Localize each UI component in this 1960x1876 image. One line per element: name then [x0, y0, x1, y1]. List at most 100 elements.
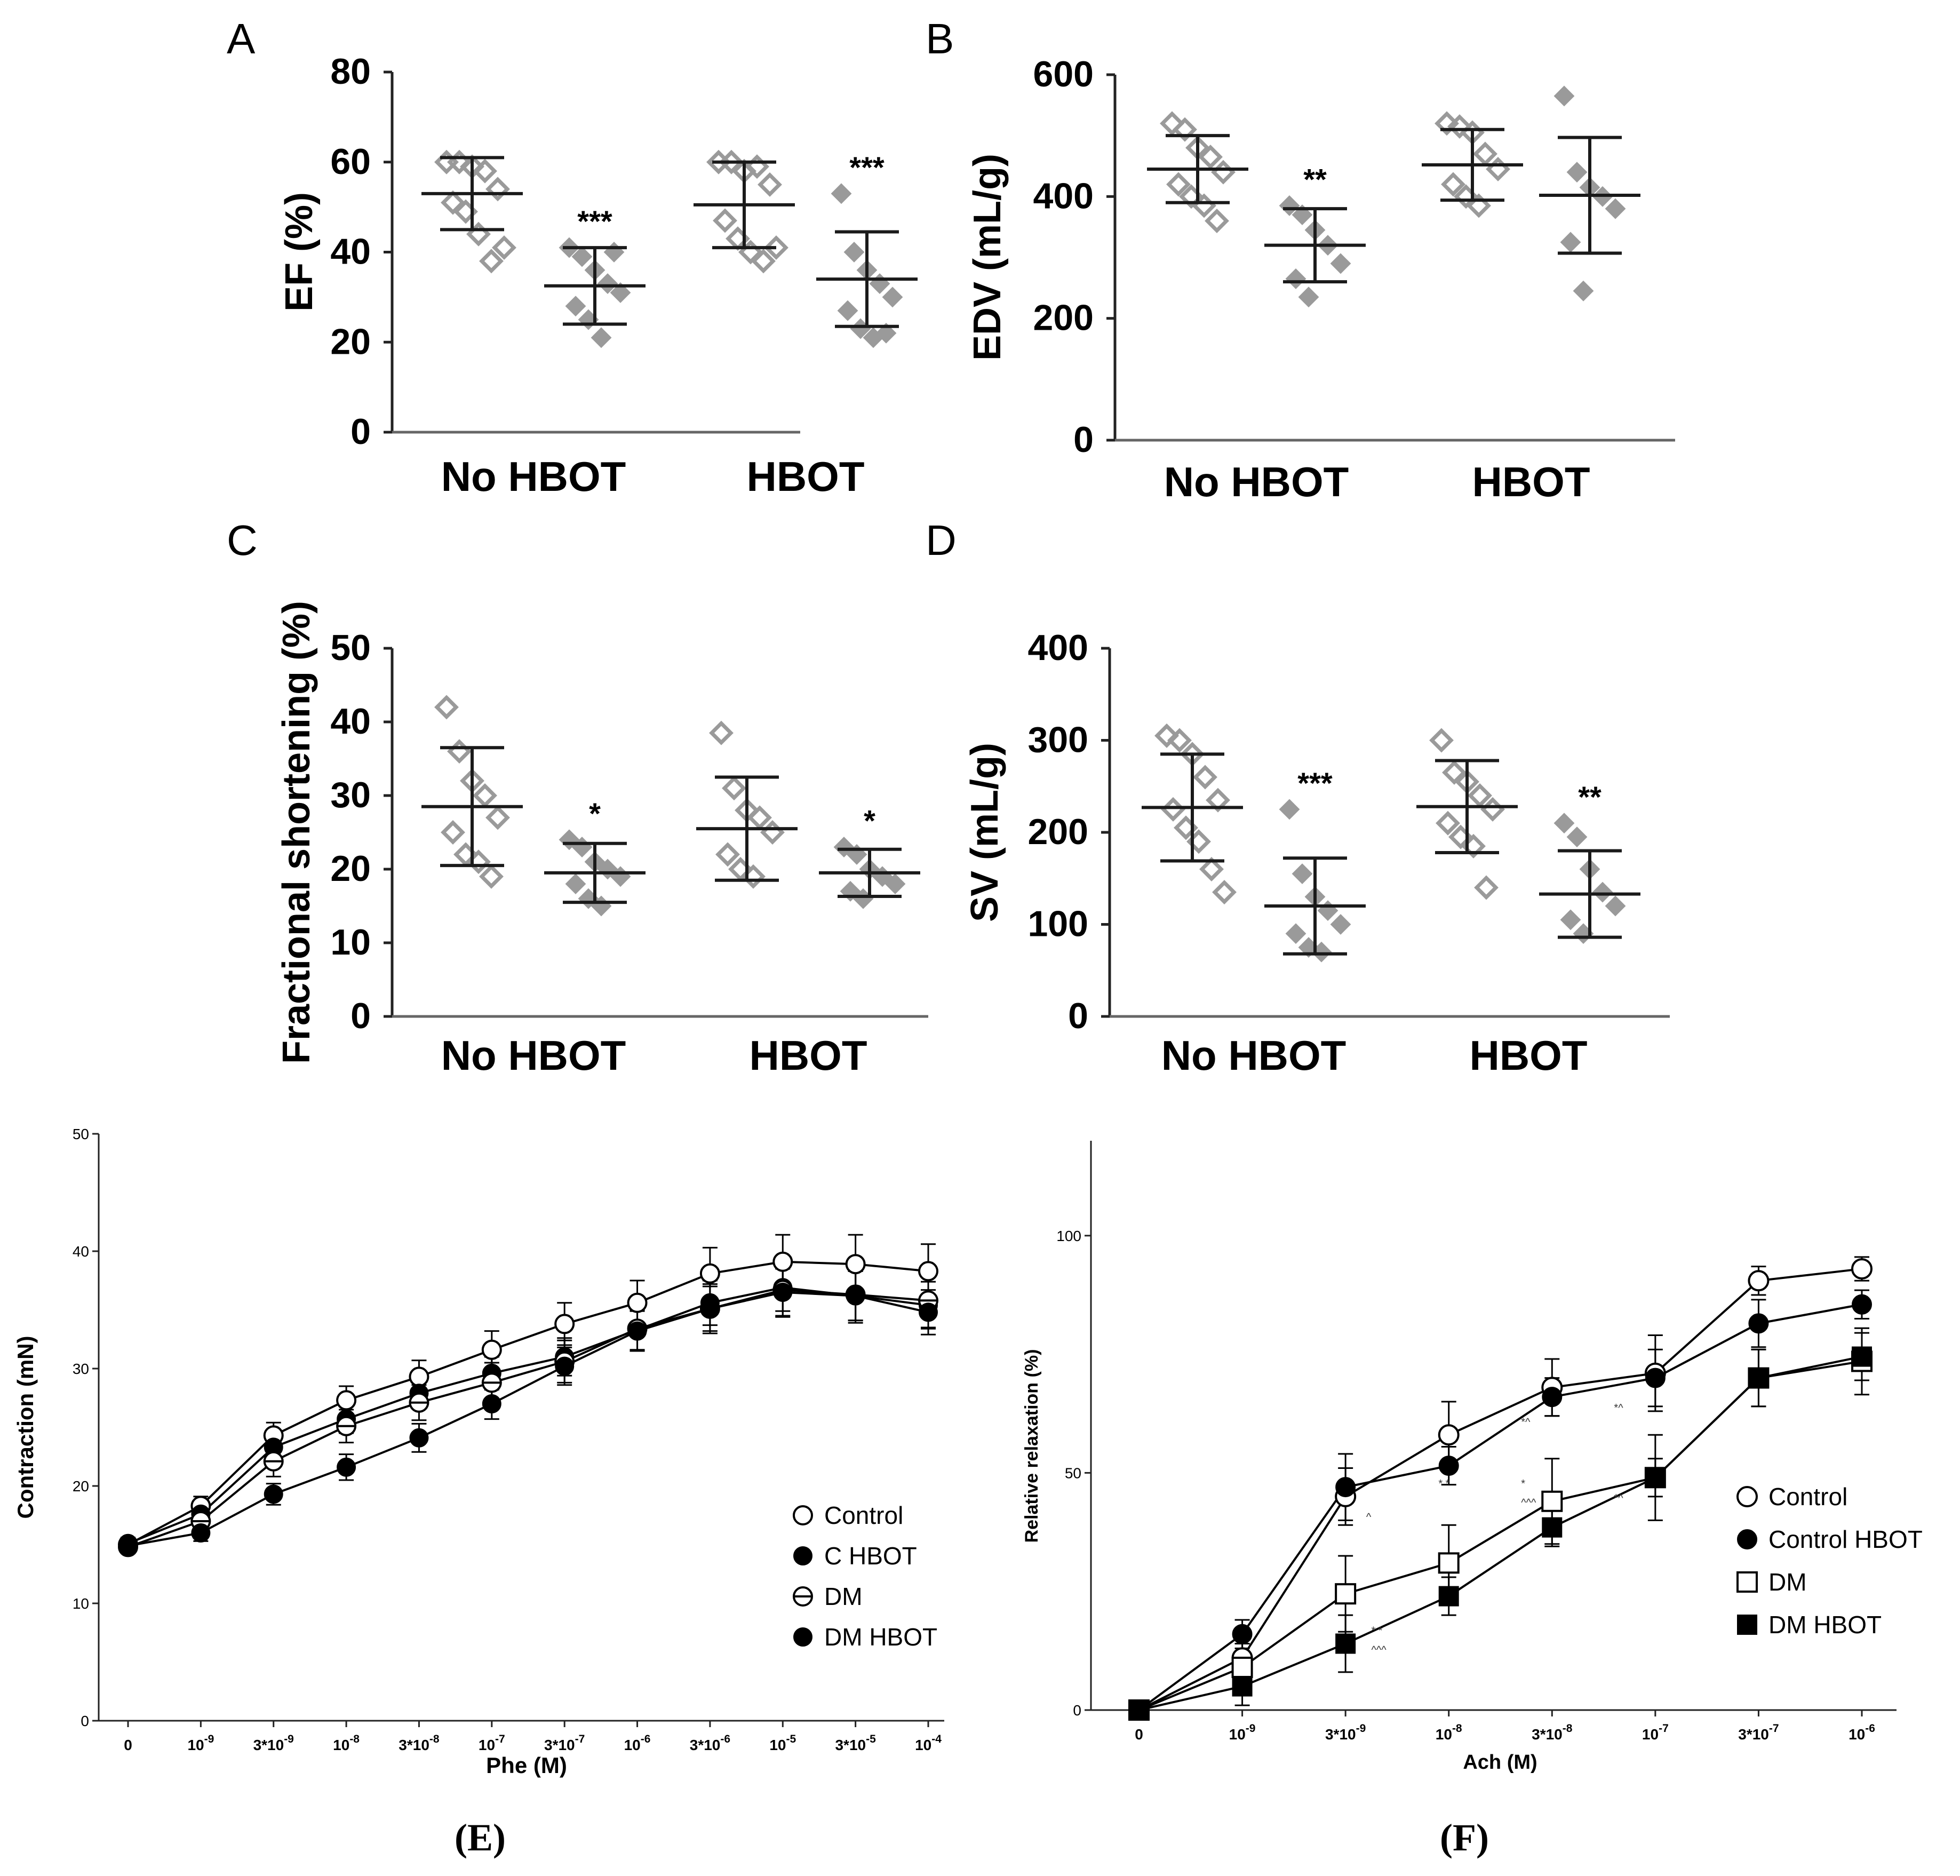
y-tick-label: 50	[330, 627, 371, 668]
x-tick-label: 3*10-6	[690, 1733, 730, 1753]
data-point-filled	[565, 296, 586, 317]
data-point-filled	[869, 273, 890, 294]
x-tick-label: 10-6	[624, 1733, 651, 1753]
series-line	[128, 1291, 929, 1547]
legend-label: DM	[824, 1583, 863, 1610]
data-point-filled	[1298, 287, 1319, 308]
marker-open-circle	[627, 1292, 648, 1313]
series-line	[1138, 1303, 1862, 1711]
y-tick-label: 400	[1033, 176, 1094, 216]
data-point-open	[1167, 728, 1192, 753]
y-axis-label: EDV (mL/g)	[966, 154, 1009, 361]
significance-annotation: ^^^	[1521, 1497, 1536, 1509]
x-group-label: No HBOT	[1161, 1032, 1346, 1079]
x-tick-label: 10-7	[1642, 1722, 1669, 1743]
marker-open-square	[1438, 1552, 1460, 1574]
data-point-filled	[610, 282, 631, 303]
marker-open-circle	[1736, 1486, 1758, 1507]
data-point-open	[485, 805, 510, 830]
data-point-filled	[603, 242, 625, 263]
y-tick-label: 0	[1073, 1702, 1081, 1719]
marker-filled-circle	[1335, 1477, 1356, 1498]
marker-filled-circle	[919, 1302, 938, 1322]
data-point-filled	[1279, 799, 1300, 820]
data-point-open	[479, 249, 504, 274]
data-point-filled	[1605, 198, 1626, 219]
data-point-filled	[1330, 253, 1351, 274]
chart-fractional-shortening: 0 10 20 30 40 50 Fractional shortening (%) No H…	[275, 601, 928, 1079]
marker-filled-circle	[409, 1428, 429, 1448]
significance-annotation: *	[1521, 1478, 1525, 1490]
legend-label: DM	[1768, 1568, 1807, 1596]
marker-filled-circle	[1438, 1456, 1459, 1476]
data-point-open	[1154, 723, 1179, 748]
data-point-filled	[1605, 895, 1626, 917]
data-point-open	[764, 235, 788, 260]
x-group-label: No HBOT	[441, 453, 626, 500]
x-tick-label: 3*10-8	[399, 1733, 440, 1753]
data-point-open	[1211, 160, 1236, 185]
marker-filled-circle	[1645, 1368, 1666, 1388]
data-point-filled	[1285, 268, 1306, 289]
data-point-open	[434, 149, 459, 174]
x-group-label: HBOT	[1472, 458, 1590, 505]
marker-open-circle	[1851, 1258, 1873, 1280]
significance-label: ***	[849, 150, 885, 184]
x-tick-label: 3*10-7	[544, 1733, 585, 1753]
panel-letter-c: C	[227, 516, 258, 564]
marker-filled-circle	[846, 1286, 865, 1306]
significance-annotation: ^	[1366, 1511, 1372, 1523]
x-tick-label: 0	[1135, 1726, 1143, 1743]
y-tick-label: 0	[1068, 996, 1088, 1036]
marker-filled-circle	[773, 1283, 793, 1302]
y-axis-label: EF (%)	[278, 192, 321, 312]
marker-filled-circle	[555, 1356, 575, 1376]
chart-ef: 0 20 40 60 80 EF (%) No HBOT HBOT *** ***	[278, 51, 918, 500]
data-point-filled	[1566, 826, 1588, 848]
x-tick-label: 3*10-7	[1738, 1722, 1779, 1743]
data-point-filled	[565, 873, 586, 895]
data-point-open	[1161, 797, 1185, 822]
data-point-open	[485, 177, 510, 202]
data-point-filled	[1285, 923, 1306, 944]
y-axis-label: Fractional shortening (%)	[275, 601, 318, 1064]
legend-label: DM HBOT	[1768, 1611, 1882, 1639]
data-point-open	[1442, 760, 1467, 785]
marker-open-square	[1736, 1571, 1758, 1593]
data-point-open	[715, 842, 740, 867]
x-axis-label: Ach (M)	[1463, 1751, 1537, 1774]
data-point-open	[1441, 172, 1465, 197]
data-point-open	[434, 695, 459, 720]
data-point-open	[1474, 875, 1499, 900]
data-point-open	[1198, 145, 1223, 170]
y-tick-label: 0	[350, 411, 371, 452]
data-point-open	[473, 783, 497, 808]
marker-open-square	[1231, 1656, 1253, 1678]
x-tick-label: 10-9	[1229, 1722, 1256, 1743]
y-tick-label: 80	[330, 51, 371, 92]
y-tick-label: 0	[81, 1713, 89, 1729]
significance-label: *	[589, 797, 601, 830]
marker-open-circle	[409, 1366, 429, 1387]
y-axis-label: Relative relaxation (%)	[1022, 1349, 1042, 1543]
data-point-open	[1480, 797, 1505, 822]
marker-filled-circle	[118, 1536, 138, 1556]
chart-contraction: 0 10 20 30 40 50 0 10-9 3*10-9 10-8 3*10-8 10-7 3*10…	[13, 1126, 944, 1778]
x-group-label: HBOT	[750, 1032, 867, 1079]
data-point-open	[751, 249, 776, 274]
marker-open-circle	[1748, 1270, 1770, 1292]
data-point-open	[1166, 172, 1191, 197]
chart-relaxation: 0 50 100 0 10-9 3*10-9 10-8 3*10-8 10-7 3*10-7 10-…	[1022, 1141, 1923, 1774]
data-point-open	[719, 149, 744, 174]
marker-filled-square	[1645, 1467, 1666, 1488]
marker-open-circle	[772, 1251, 793, 1272]
marker-open-square	[1335, 1583, 1357, 1605]
legend-label: Control HBOT	[1768, 1525, 1923, 1553]
data-point-open	[1199, 857, 1224, 881]
data-point-open	[709, 720, 734, 745]
marker-filled-circle	[1852, 1294, 1872, 1315]
y-tick-label: 20	[330, 848, 371, 889]
marker-filled-circle	[482, 1394, 501, 1413]
y-tick-label: 40	[330, 701, 371, 742]
